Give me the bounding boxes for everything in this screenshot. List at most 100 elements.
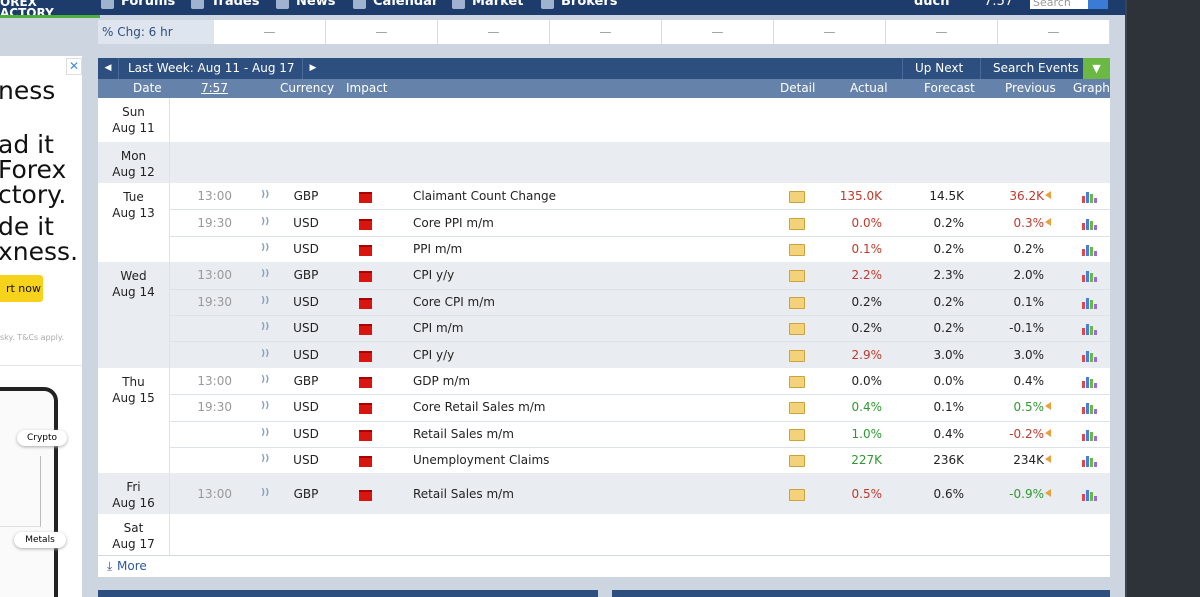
graph-bar (1090, 299, 1093, 309)
event-title[interactable]: CPI m/m (413, 321, 464, 336)
graph-bar (1090, 247, 1093, 256)
nav-link[interactable]: Trades (211, 0, 260, 9)
forecast: 2.3% (933, 268, 965, 283)
row-divider (169, 209, 1110, 211)
user-name[interactable]: duch (914, 0, 950, 9)
nav-link[interactable]: Market (472, 0, 524, 9)
previous: -0.2% (1009, 426, 1044, 441)
graph-bar (1094, 251, 1097, 256)
graph-bar (1082, 460, 1085, 468)
event-title[interactable]: PPI m/m (413, 242, 463, 256)
logo: ACTORY (0, 6, 54, 15)
event-time: 13:00 (197, 374, 232, 388)
day-name: Sat (123, 521, 144, 536)
nav-link[interactable]: Forums (121, 0, 176, 9)
currency: USD (293, 215, 319, 230)
ad-button[interactable]: rt now (0, 275, 43, 302)
event-title[interactable]: CPI y/y (413, 347, 455, 362)
graph-bar (1090, 458, 1093, 468)
impact-icon (359, 245, 372, 256)
week-title[interactable]: Last Week: Aug 11 - Aug 17 (128, 61, 295, 75)
graph-icon (1082, 296, 1097, 309)
forecast: 0.2% (933, 242, 965, 256)
previous: 0.4% (1013, 374, 1045, 388)
detail-icon (789, 428, 805, 441)
forecast: 0.4% (933, 426, 965, 441)
chart-line (0, 456, 41, 527)
column-title: Impact (346, 81, 388, 95)
event-title[interactable]: CPI y/y (413, 268, 455, 283)
change-cell: — (326, 20, 438, 44)
impact-icon (359, 297, 372, 309)
revised-marker (1045, 217, 1051, 226)
up-next[interactable]: Up Next (902, 58, 981, 79)
graph-bar (1086, 297, 1089, 309)
detail-icon (789, 323, 805, 336)
more-link[interactable]: ⤓ (107, 559, 113, 574)
nav-link[interactable]: News (296, 0, 336, 9)
detail-icon (789, 191, 805, 204)
currency: USD (293, 347, 319, 362)
event-title[interactable]: Core PPI m/m (413, 215, 494, 230)
advertisement: ✕ ness ad it Forex ctory. de it xness. rt now sk… (0, 56, 82, 597)
detail-icon (789, 349, 805, 362)
event-title[interactable]: Claimant Count Change (413, 189, 556, 204)
sound-icon: )) (261, 348, 270, 359)
graph-bar (1086, 218, 1089, 230)
next-week[interactable]: ▶ (302, 58, 323, 79)
column-title: Actual (850, 81, 888, 95)
change-cell: — (886, 20, 998, 44)
graph-bar (1086, 456, 1089, 468)
calendar-table: Sun Aug 11 Mon Aug 12 Tue Aug 13 13:00)) GBP Cla… (98, 98, 1110, 577)
actual: 0.0% (851, 215, 883, 230)
graph-bar (1094, 356, 1097, 362)
graph-bar (1082, 328, 1085, 336)
search-events[interactable]: Search Events (980, 58, 1093, 79)
revised-marker (1045, 428, 1051, 437)
forecast: 14.5K (929, 189, 964, 204)
ad-close[interactable]: ✕ (66, 58, 82, 75)
more-link[interactable]: More (117, 559, 147, 574)
phone (0, 387, 58, 597)
revised-marker (1045, 402, 1051, 411)
sound-icon: )) (261, 243, 270, 253)
sound-icon: )) (261, 454, 270, 465)
column-title[interactable]: 7:57 (201, 81, 228, 95)
event-title[interactable]: Core CPI m/m (413, 294, 495, 309)
date-divider (169, 262, 170, 368)
graph-bar (1094, 409, 1097, 415)
filter[interactable]: ▼ (1083, 58, 1110, 79)
event-title[interactable]: Core Retail Sales m/m (413, 400, 546, 415)
ad-disclaimer: sky. T&Cs apply. (0, 333, 65, 342)
sound-icon: )) (261, 216, 270, 227)
nav-link[interactable]: Brokers (561, 0, 618, 9)
nav-icon (452, 0, 465, 9)
impact-icon (359, 489, 372, 501)
event-title[interactable]: Retail Sales m/m (413, 426, 514, 441)
nav-link[interactable]: Calendar (373, 0, 439, 9)
graph-bar (1090, 491, 1093, 501)
event-title[interactable]: GDP m/m (413, 374, 471, 388)
graph-bar (1086, 403, 1089, 415)
prev-week[interactable]: ◀ (98, 58, 119, 79)
graph-bar (1090, 431, 1093, 441)
event-time: 19:30 (197, 294, 232, 309)
forecast: 0.2% (933, 294, 965, 309)
day-name: Sun (122, 105, 145, 119)
nav-icon (191, 0, 204, 9)
event-time: 13:00 (197, 268, 232, 283)
event-title[interactable]: Retail Sales m/m (413, 486, 514, 501)
day-row (98, 142, 1110, 183)
graph-bar (1082, 249, 1085, 256)
date-divider (169, 473, 170, 515)
event-title[interactable]: Unemployment Claims (413, 453, 550, 468)
ad-text: Forex (0, 155, 67, 184)
ad-text: de it (0, 212, 54, 241)
search-button[interactable] (1088, 0, 1108, 9)
graph-bar (1090, 352, 1093, 362)
graph-bar (1086, 245, 1089, 256)
event-time: 19:30 (197, 215, 232, 230)
currency: USD (293, 242, 319, 256)
search-box[interactable]: Search (1030, 0, 1088, 9)
date-divider (169, 514, 170, 556)
